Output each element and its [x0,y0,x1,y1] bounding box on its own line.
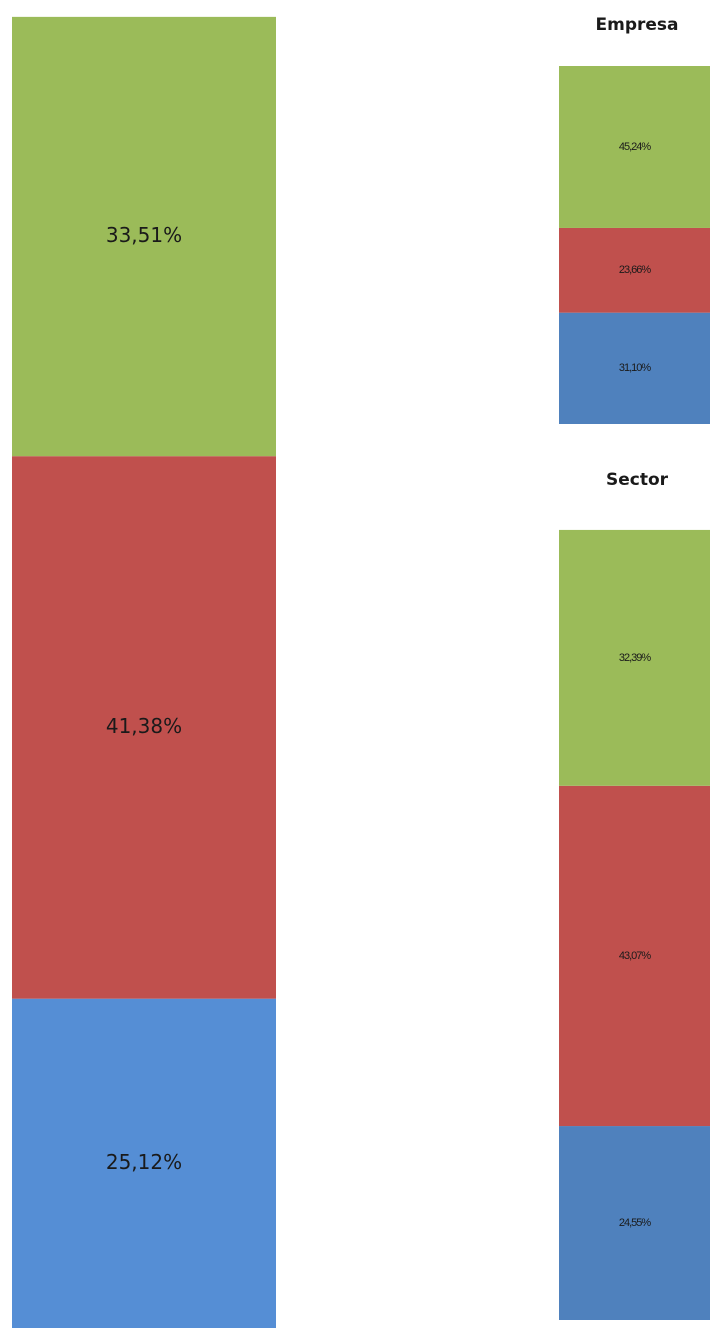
value-label: 41,38% [106,714,182,738]
value-label: 25,12% [106,1150,182,1174]
bar-segment [559,66,710,228]
bar-segment [559,312,710,424]
bar-segment [12,16,276,457]
value-label: 31,10% [619,362,652,374]
value-label: 24,55% [619,1217,652,1229]
bar-segment [559,1126,710,1320]
value-label: 45,24% [619,141,652,153]
bar-segment [559,529,710,786]
value-label: 33,51% [106,223,182,247]
bar-segment [559,227,710,313]
value-label: 23,66% [619,264,652,276]
bar-segment [559,785,710,1127]
bar-segment [12,456,276,999]
value-label: 43,07% [619,950,652,962]
value-label: 32,39% [619,652,652,664]
chart-title: Sector [606,470,669,490]
bar-segment [12,998,276,1328]
chart-title: Empresa [596,15,679,35]
